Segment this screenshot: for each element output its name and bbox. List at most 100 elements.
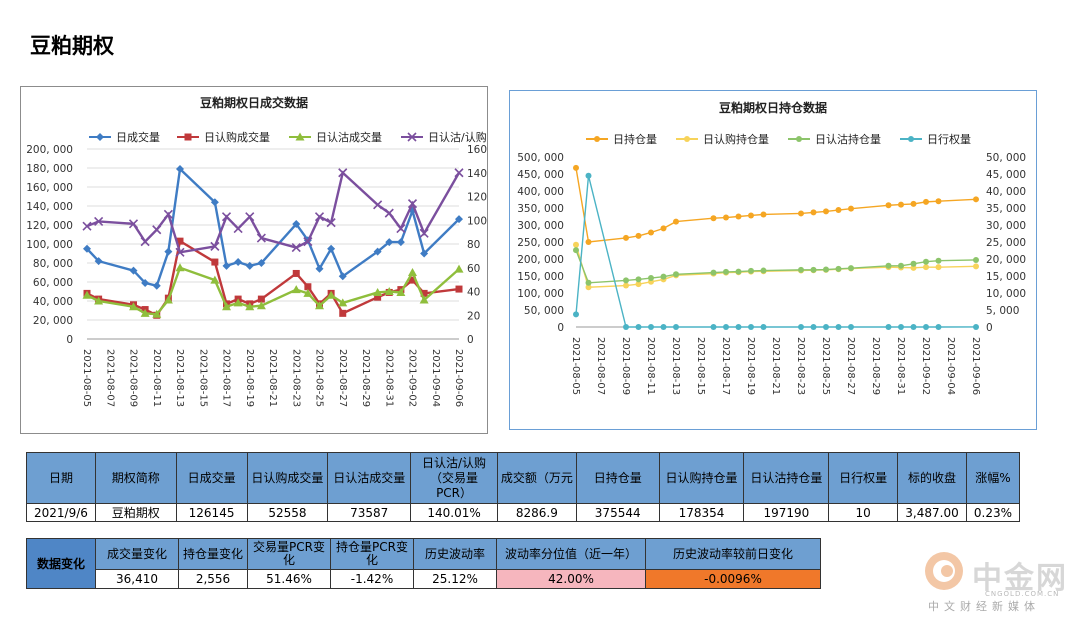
- data-point: [234, 258, 243, 267]
- data-point: [798, 210, 804, 217]
- data-point: [898, 201, 904, 208]
- data-point: [257, 259, 266, 267]
- x-tick-label: 2021-09-02: [407, 349, 418, 407]
- data-point: [684, 136, 690, 142]
- series-日持仓量: [573, 164, 979, 245]
- data-point: [910, 200, 917, 207]
- data-point: [222, 261, 231, 270]
- data-point: [673, 271, 679, 278]
- data-point: [935, 257, 942, 264]
- data-point: [94, 216, 104, 227]
- left-tick-label: 80, 000: [33, 258, 73, 270]
- data-point: [723, 268, 729, 275]
- data-point: [396, 238, 405, 247]
- data-point: [175, 247, 185, 257]
- data-point: [673, 218, 679, 225]
- legend-item: 日认沽持仓量: [788, 132, 881, 146]
- data-point: [338, 168, 348, 178]
- data-point: [256, 233, 266, 243]
- left-tick-label: 0: [557, 322, 564, 334]
- left-tick-label: 160, 000: [26, 182, 73, 194]
- change-value-cell: 36,410: [95, 569, 179, 589]
- data-point: [210, 241, 220, 251]
- data-point: [152, 309, 162, 318]
- data-point: [635, 281, 642, 288]
- left-tick-label: 100, 000: [26, 239, 73, 251]
- data-point: [910, 324, 917, 330]
- data-point: [573, 164, 579, 171]
- data-point: [326, 290, 336, 299]
- right-tick-label: 40: [467, 287, 480, 299]
- right-tick-label: 120: [467, 192, 487, 204]
- logo-name: 中金网: [972, 561, 1068, 596]
- trading-volume-chart: 豆粕期权日成交数据 日成交量 日认购成交量 日认沽成交量 日认沽/认购 0 20, 000 4…: [20, 86, 488, 434]
- data-point: [585, 279, 592, 286]
- right-tick-label: 80: [467, 239, 480, 251]
- left-tick-label: 50, 000: [524, 305, 564, 317]
- data-point: [573, 311, 579, 318]
- x-tick-label: 2021-08-15: [695, 337, 706, 395]
- header-cell: 日认购持仓量: [658, 452, 745, 504]
- data-point: [164, 247, 173, 256]
- data-point: [291, 242, 301, 253]
- left-tick-label: 250, 000: [517, 237, 564, 249]
- left-tick-label: 300, 000: [517, 220, 564, 232]
- x-tick-label: 2021-08-29: [360, 349, 371, 407]
- left-tick-label: 60, 000: [33, 277, 73, 289]
- data-point: [973, 263, 979, 270]
- data-point: [585, 172, 592, 179]
- data-cell: 140.01%: [410, 503, 498, 522]
- data-point: [660, 225, 667, 232]
- data-point: [823, 324, 829, 330]
- legend-label: 日认购持仓量: [703, 132, 769, 146]
- data-point: [245, 261, 254, 270]
- header-cell: 日认沽/认购 （交易量 PCR）: [410, 452, 498, 504]
- header-cell: 日认沽持仓量: [743, 452, 830, 504]
- legend-item: 日成交量: [89, 130, 160, 144]
- data-point: [648, 229, 654, 236]
- x-tick-label: 2021-08-05: [81, 349, 92, 407]
- data-point: [735, 268, 742, 275]
- data-point: [295, 132, 305, 141]
- right-tick-label: 15, 000: [986, 271, 1026, 283]
- data-point: [304, 283, 312, 291]
- data-point: [848, 324, 854, 330]
- data-point: [419, 228, 429, 238]
- header-cell: 日成交量: [175, 452, 248, 504]
- data-point: [973, 323, 979, 330]
- data-point: [710, 215, 717, 222]
- data-point: [454, 264, 464, 273]
- data-point: [760, 211, 767, 218]
- right-tick-label: 30, 000: [986, 220, 1026, 232]
- data-change-table: 数据变化 成交量变化 持仓量变化 交易量PCR变化 持仓量PCR变化 历史波动率 波动率分…: [26, 538, 821, 589]
- change-value-cell: -0.0096%: [645, 569, 821, 589]
- right-tick-label: 10, 000: [986, 288, 1026, 300]
- x-tick-label: 2021-08-27: [845, 337, 856, 395]
- right-tick-label: 160: [467, 144, 487, 156]
- data-point: [623, 277, 629, 284]
- x-tick-label: 2021-09-06: [453, 349, 464, 407]
- data-point: [710, 324, 717, 330]
- data-point: [923, 324, 929, 330]
- data-point: [129, 266, 138, 275]
- data-point: [635, 324, 642, 330]
- data-point: [710, 269, 717, 276]
- data-point: [82, 290, 92, 299]
- data-point: [594, 136, 600, 142]
- data-point: [923, 258, 929, 265]
- data-cell: 2021/9/6: [26, 503, 96, 522]
- left-tick-label: 150, 000: [517, 271, 564, 283]
- data-point: [129, 302, 138, 311]
- data-point: [935, 198, 942, 205]
- data-point: [222, 302, 231, 311]
- data-point: [810, 266, 817, 273]
- data-point: [660, 273, 667, 280]
- data-point: [409, 276, 416, 284]
- data-point: [303, 237, 313, 247]
- change-value-cell: 51.46%: [247, 569, 331, 589]
- change-header-cell: 交易量PCR变化: [247, 538, 331, 570]
- data-point: [798, 266, 804, 273]
- data-point: [748, 324, 754, 330]
- data-cell: 73587: [327, 503, 412, 522]
